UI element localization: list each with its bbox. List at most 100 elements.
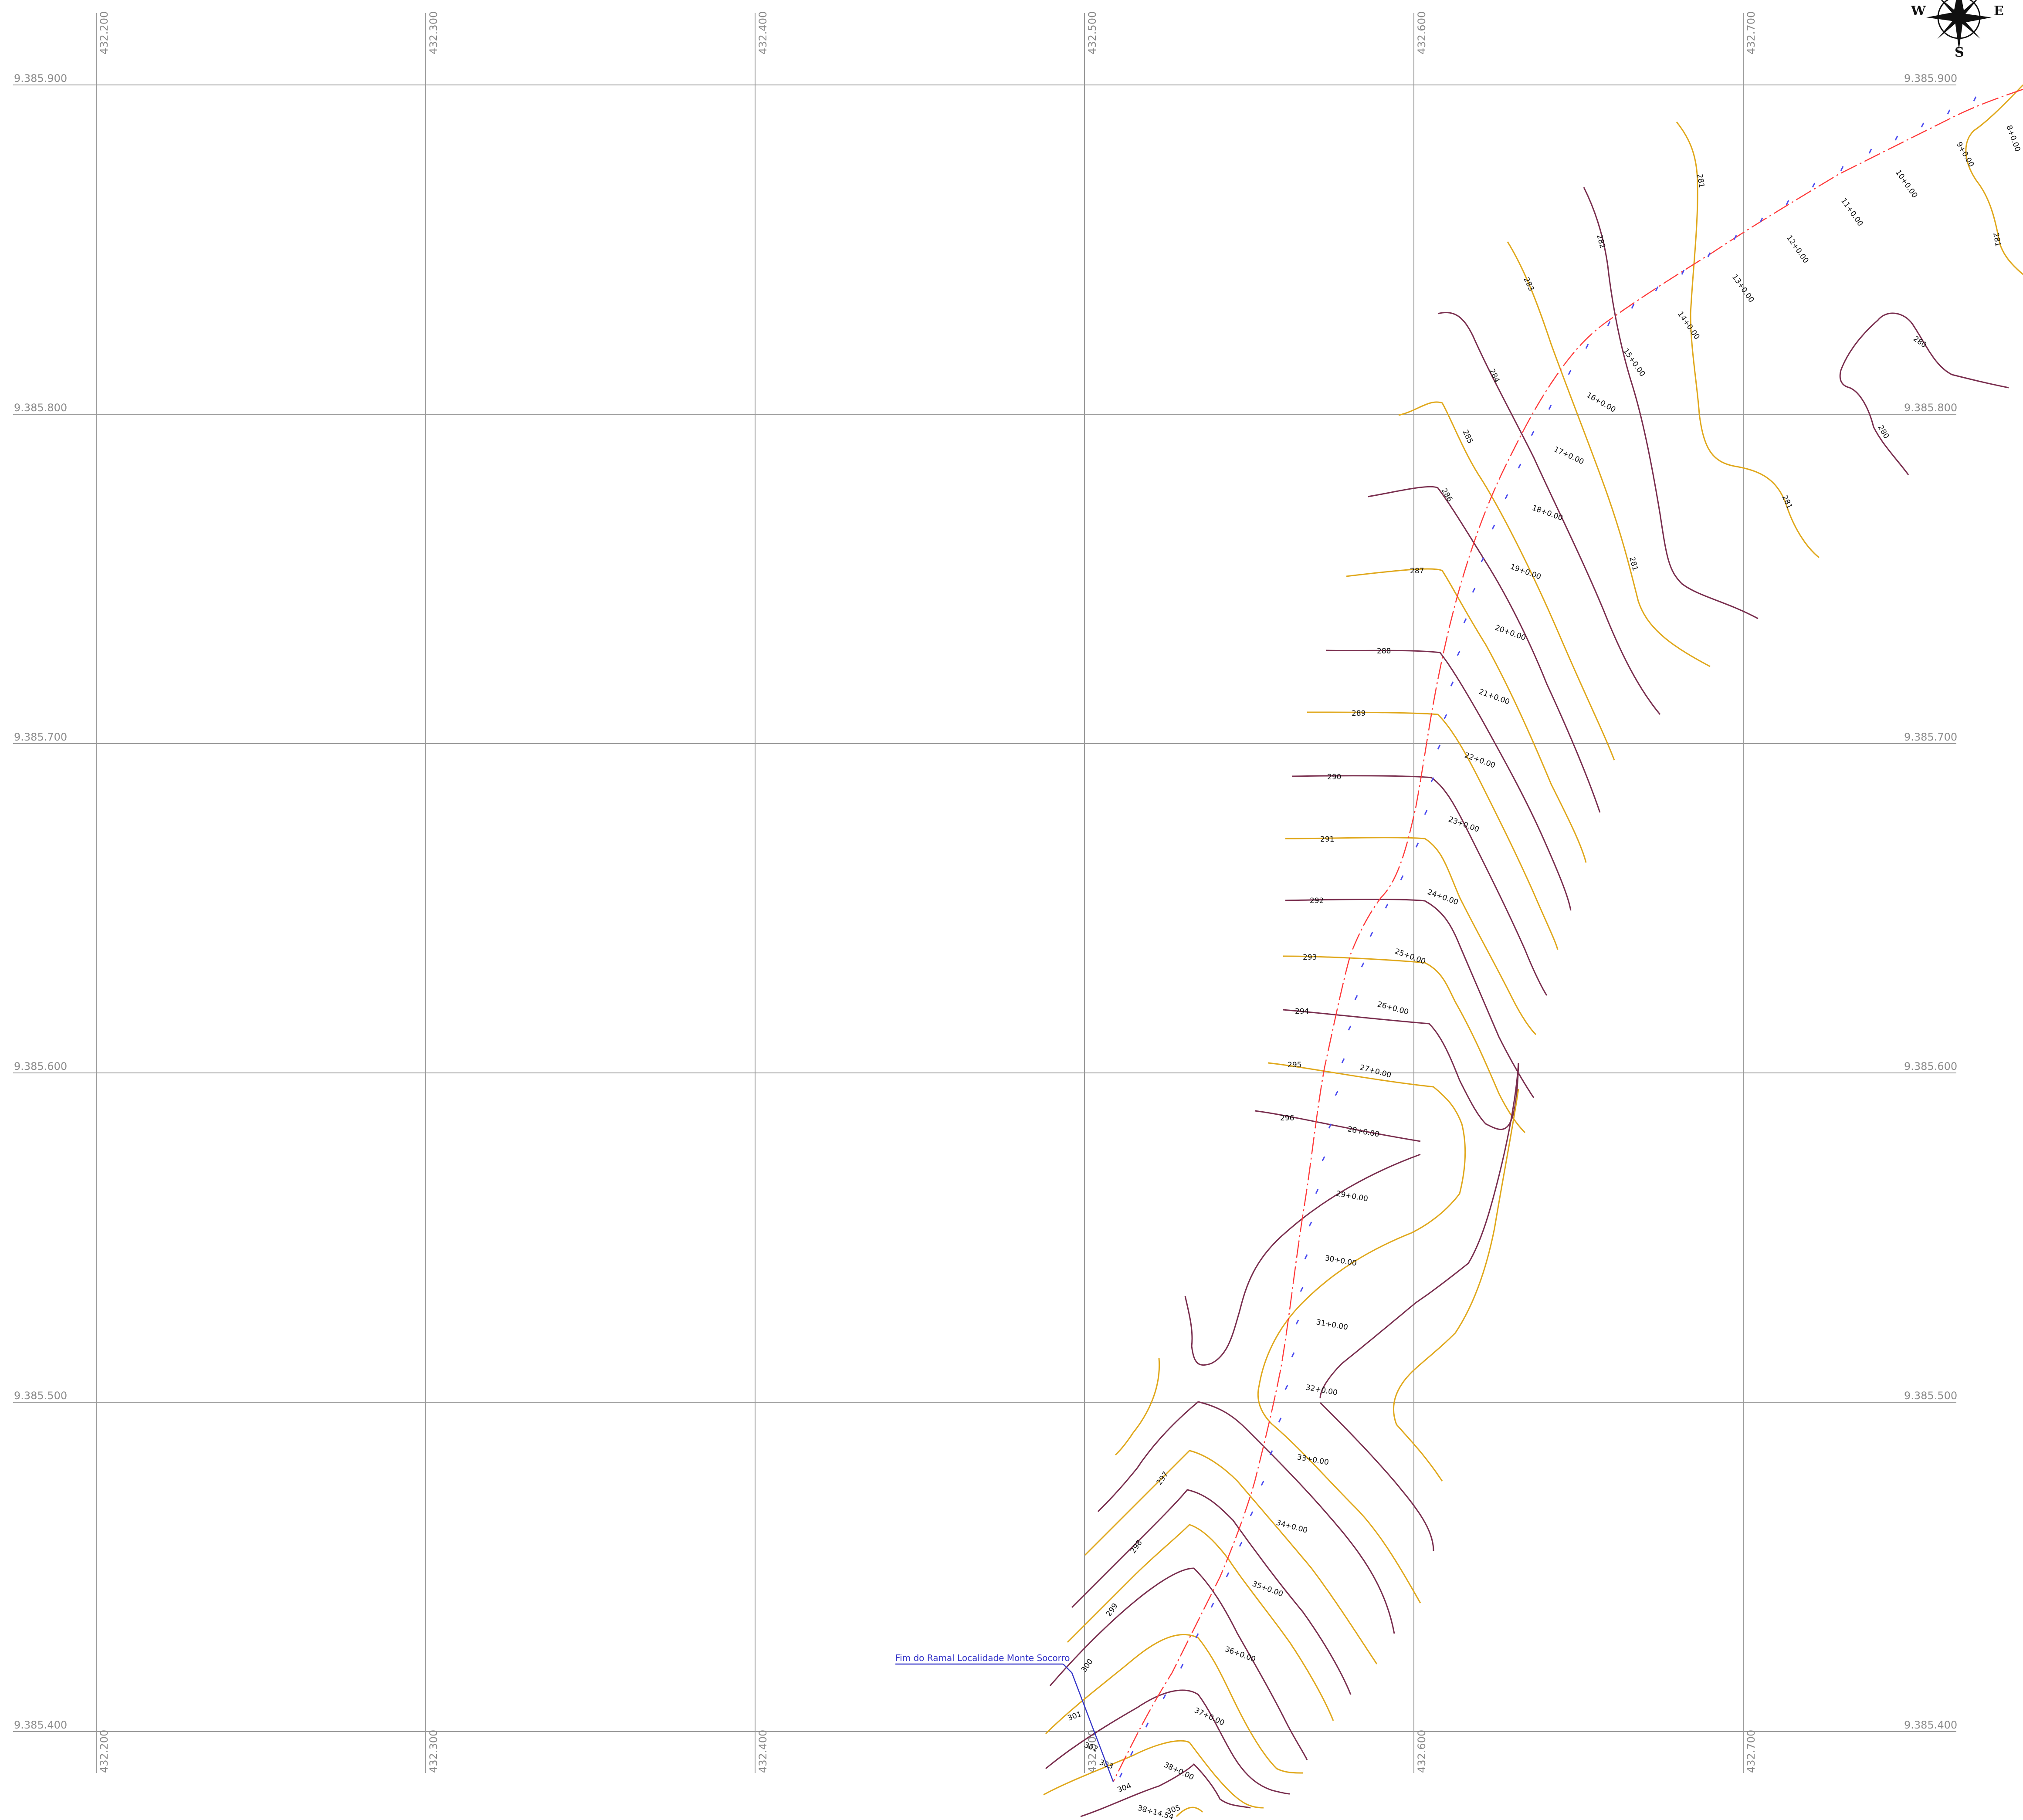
contour-line-295-upper <box>1267 1062 1466 1234</box>
compass-south-letter: S <box>1955 45 1964 60</box>
contour-line-292 <box>1285 898 1535 1098</box>
station-tick <box>1278 1417 1282 1423</box>
station-label: 37+0.00 <box>1193 1706 1226 1727</box>
contour-line-298 <box>1071 1489 1352 1695</box>
northing-label: 9.385.400 <box>1904 1719 1957 1731</box>
end-of-branch-note: Fim do Ramal Localidade Monte Socorro <box>895 1653 1070 1663</box>
contour-lines <box>1043 84 2023 1817</box>
station-tick <box>1284 1385 1288 1390</box>
station-tick <box>1472 588 1476 593</box>
station-tick <box>1491 524 1495 530</box>
contour-line-302 <box>1045 1689 1290 1795</box>
northing-label: 9.385.700 <box>14 731 67 743</box>
easting-label: 432.700 <box>1745 1730 1757 1773</box>
contour-line-291 <box>1285 837 1537 1035</box>
northing-label: 9.385.900 <box>14 72 67 85</box>
contour-label: 296 <box>1280 1114 1294 1123</box>
contour-line-301 <box>1045 1634 1303 1774</box>
contour-labels: 280 280 281 281 281 281 282 283 284 285 … <box>1067 173 2003 1816</box>
station-label: 8+0.00 <box>2004 124 2022 153</box>
station-label: 22+0.00 <box>1463 751 1496 770</box>
station-tick <box>1145 1722 1149 1728</box>
station-tick <box>1328 1123 1332 1129</box>
station-tick <box>1531 431 1535 436</box>
contour-line-294-upper <box>1283 1009 1519 1130</box>
station-tick <box>1947 109 1951 115</box>
station-tick <box>1868 149 1872 154</box>
contour-label: 281 <box>1627 556 1640 572</box>
contour-label: 292 <box>1310 896 1324 905</box>
station-tick <box>1385 903 1389 909</box>
station-tick <box>1335 1091 1339 1096</box>
station-tick <box>1759 217 1763 223</box>
station-label: 11+0.00 <box>1839 196 1865 228</box>
station-label: 34+0.00 <box>1275 1519 1308 1535</box>
station-label: 29+0.00 <box>1335 1189 1369 1204</box>
station-tick <box>1424 810 1428 815</box>
contour-label: 287 <box>1410 567 1424 575</box>
station-tick <box>1415 842 1419 848</box>
station-label: 36+0.00 <box>1223 1645 1257 1664</box>
compass-star-diag1 <box>1941 0 1981 39</box>
station-tick <box>1505 494 1508 499</box>
easting-label: 432.200 <box>98 1730 110 1773</box>
station-label: 9+0.00 <box>1955 141 1976 169</box>
contour-line-290 <box>1291 775 1548 996</box>
station-tick <box>1548 405 1552 410</box>
easting-label: 432.300 <box>427 11 440 54</box>
station-tick <box>1308 1221 1312 1227</box>
note-leader-line <box>1063 1664 1114 1782</box>
contour-line-296-upper <box>1254 1110 1421 1142</box>
northing-labels-right: 9.385.900 9.385.800 9.385.700 9.385.600 … <box>1904 72 1957 1731</box>
station-tick <box>1162 1694 1166 1699</box>
contour-line-305 <box>1176 1806 1203 1817</box>
easting-labels-bottom: 432.200 432.300 432.400 432.500 432.600 … <box>98 1730 1757 1773</box>
contour-label: 289 <box>1352 709 1366 718</box>
station-tick <box>1322 1156 1325 1161</box>
contour-label: 281 <box>1991 232 2002 247</box>
station-tick <box>1840 166 1844 171</box>
station-tick <box>1261 1481 1264 1486</box>
station-tick <box>1812 183 1816 188</box>
station-tick <box>1437 744 1441 750</box>
contour-line-284 <box>1437 311 1661 715</box>
contour-line-288 <box>1325 650 1572 911</box>
station-label: 23+0.00 <box>1447 815 1480 834</box>
station-tick <box>1607 321 1611 326</box>
station-tick <box>1450 681 1454 687</box>
station-label: 19+0.00 <box>1509 562 1542 582</box>
contour-line-280 <box>1839 312 2009 475</box>
contour-label: 281 <box>1780 494 1794 511</box>
easting-labels-top: 432.200 432.300 432.400 432.500 432.600 … <box>98 11 1757 54</box>
contour-line-295-curve <box>1257 1232 1412 1425</box>
contour-label: 304 <box>1116 1782 1132 1795</box>
contour-line-296-south <box>1198 1401 1395 1634</box>
contour-label: 284 <box>1487 368 1501 384</box>
contour-label: 293 <box>1303 953 1317 962</box>
station-label: 16+0.00 <box>1585 391 1617 414</box>
contour-label: 298 <box>1129 1539 1144 1555</box>
station-label: 12+0.00 <box>1785 233 1810 265</box>
station-tick <box>1269 1450 1273 1455</box>
station-tick <box>1921 122 1925 128</box>
station-tick <box>1180 1664 1184 1669</box>
station-tick <box>1361 962 1365 968</box>
station-tick <box>1973 96 1977 101</box>
station-tick <box>1894 135 1898 141</box>
easting-label: 432.600 <box>1416 11 1428 54</box>
station-tick <box>1707 252 1711 257</box>
contour-label: 300 <box>1080 1658 1095 1674</box>
contour-line-304 <box>1080 1763 1251 1817</box>
contour-line-295-south <box>1272 1424 1421 1603</box>
contour-line-285 <box>1398 401 1615 761</box>
contour-line-289 <box>1307 711 1559 950</box>
station-tick <box>1568 370 1572 375</box>
contour-label: 280 <box>1876 424 1891 440</box>
easting-label: 432.400 <box>757 11 769 54</box>
station-tick <box>1130 1751 1134 1756</box>
northing-label: 9.385.500 <box>14 1390 67 1402</box>
station-label: 18+0.00 <box>1531 504 1564 523</box>
contour-label: 281 <box>1695 173 1706 188</box>
road-axis <box>1112 88 2023 1782</box>
